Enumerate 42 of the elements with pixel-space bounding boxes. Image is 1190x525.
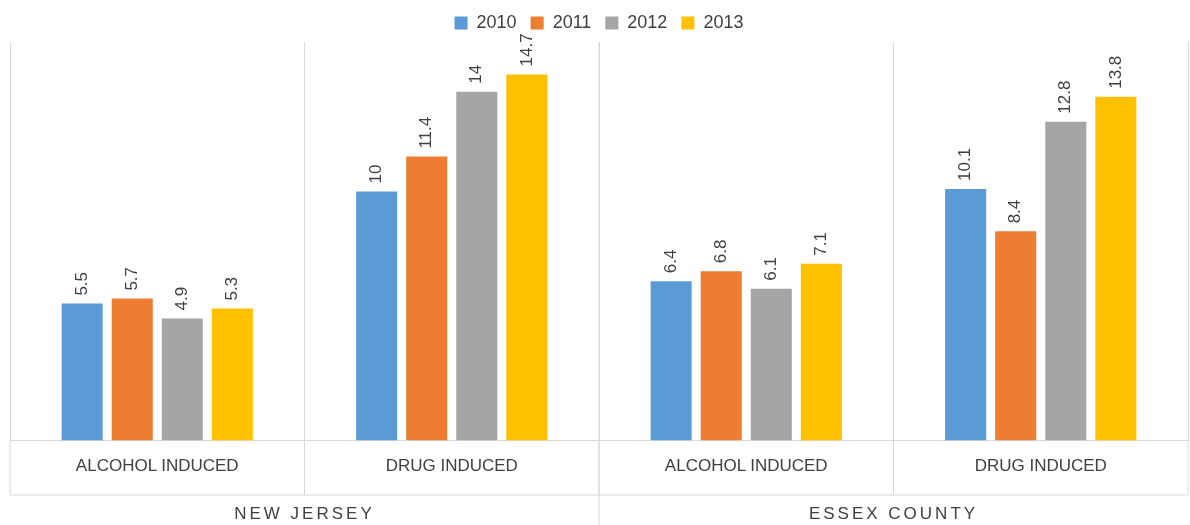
bar: [995, 231, 1037, 441]
bar: [111, 298, 153, 441]
legend-label: 2011: [552, 11, 592, 32]
x-tick-label: DRUG INDUCED: [974, 456, 1107, 476]
bar: [945, 188, 987, 441]
bar: [1045, 121, 1087, 441]
data-label: 8.4: [1005, 199, 1025, 224]
data-label: 6.1: [760, 256, 780, 281]
data-label: 7.1: [811, 232, 831, 256]
data-label: 13.8: [1105, 55, 1125, 89]
data-label: 4.9: [171, 286, 191, 311]
bar: [800, 263, 842, 441]
bar: [61, 303, 103, 441]
data-label: 5.7: [121, 266, 141, 291]
data-label: 6.8: [710, 239, 730, 264]
data-label: 10.1: [955, 147, 975, 181]
bar: [506, 74, 548, 441]
data-label: 14: [466, 64, 486, 84]
bar: [650, 281, 692, 441]
data-label: 5.5: [71, 271, 91, 296]
bar: [456, 91, 498, 441]
data-label: 14.7: [516, 33, 536, 67]
data-label: 11.4: [416, 116, 436, 149]
data-label: 10: [366, 164, 386, 184]
data-label: 5.3: [222, 276, 242, 301]
bar: [700, 271, 742, 441]
data-label: 6.4: [660, 249, 680, 274]
x-tick-label: ALCOHOL INDUCED: [75, 456, 239, 476]
bar: [356, 191, 398, 441]
bar: [406, 156, 448, 441]
data-label: 12.8: [1055, 80, 1075, 114]
bar: [161, 318, 203, 441]
legend-label: 2010: [476, 11, 517, 32]
legend-label: 2012: [627, 11, 668, 32]
bar: [750, 288, 792, 441]
text: NEW JERSEY: [234, 503, 375, 523]
bar: [1095, 96, 1137, 441]
legend-label: 2013: [703, 11, 744, 32]
x-tick-label: ALCOHOL INDUCED: [664, 456, 828, 476]
x-tick-label: DRUG INDUCED: [385, 456, 518, 476]
bar: [211, 308, 253, 441]
text: ESSEX COUNTY: [808, 503, 979, 523]
